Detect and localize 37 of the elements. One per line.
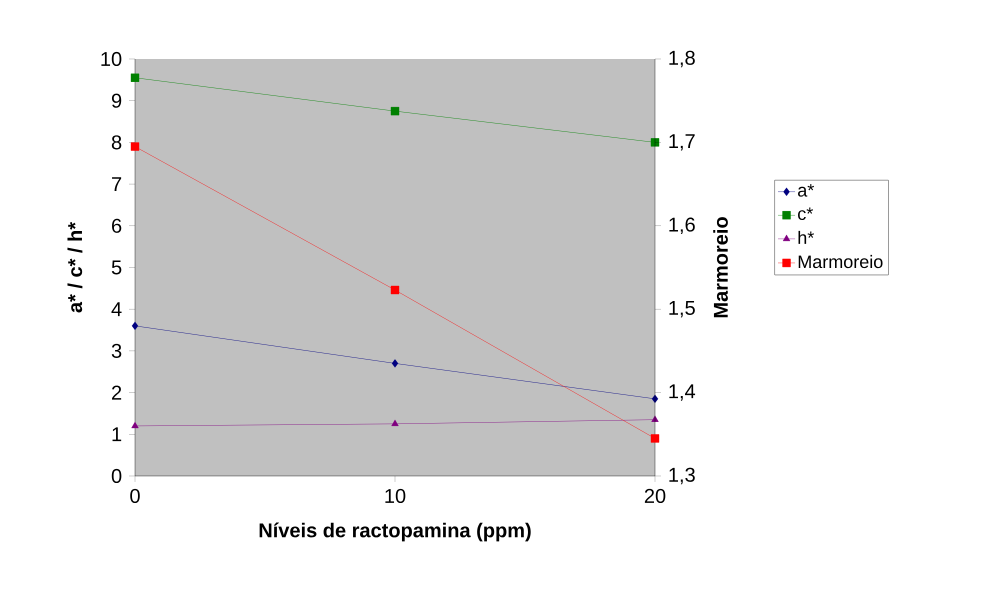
point xyxy=(390,286,400,294)
legend-label: h* xyxy=(798,230,814,244)
y-tick-label: 1 xyxy=(112,427,122,442)
y-tick-label: 5 xyxy=(112,260,122,274)
x-tick-label: 0 xyxy=(130,488,140,504)
point xyxy=(650,138,660,147)
legend-label: a* xyxy=(798,184,814,197)
x-tick-label: 10 xyxy=(385,488,406,504)
point xyxy=(130,142,140,151)
y2-axis-title: Marmoreio xyxy=(713,217,728,318)
y-tick-label: 10 xyxy=(101,52,122,66)
y2-tick-label: 1,7 xyxy=(669,134,695,151)
point xyxy=(130,74,140,82)
y2-tick-label: 1,3 xyxy=(669,468,695,484)
y-tick-label: 2 xyxy=(112,386,122,400)
y-tick-label: 6 xyxy=(112,218,122,233)
point xyxy=(390,106,400,116)
y-tick-label: 8 xyxy=(112,135,122,150)
legend-label: Marmoreio xyxy=(798,254,883,268)
y-tick-label: 7 xyxy=(112,177,122,191)
point xyxy=(131,422,139,428)
x-axis-title: Níveis de ractopamina (ppm) xyxy=(260,522,531,542)
y-tick-label: 4 xyxy=(111,302,122,316)
y2-tick-label: 1,8 xyxy=(669,50,695,68)
y-axis-title: a* / c* / h* xyxy=(67,222,82,312)
y2-tick-label: 1,5 xyxy=(669,301,695,318)
point xyxy=(132,322,138,330)
y-tick-label: 9 xyxy=(112,94,122,108)
y2-tick-label: 1,4 xyxy=(669,384,696,401)
y-tick-label: 3 xyxy=(112,344,122,358)
point xyxy=(391,420,399,426)
y-tick-label: 0 xyxy=(112,468,122,484)
point xyxy=(392,359,398,368)
legend-label: c* xyxy=(798,207,813,220)
x-tick-label: 20 xyxy=(644,488,666,504)
point xyxy=(650,434,660,443)
y2-tick-label: 1,6 xyxy=(669,218,695,234)
